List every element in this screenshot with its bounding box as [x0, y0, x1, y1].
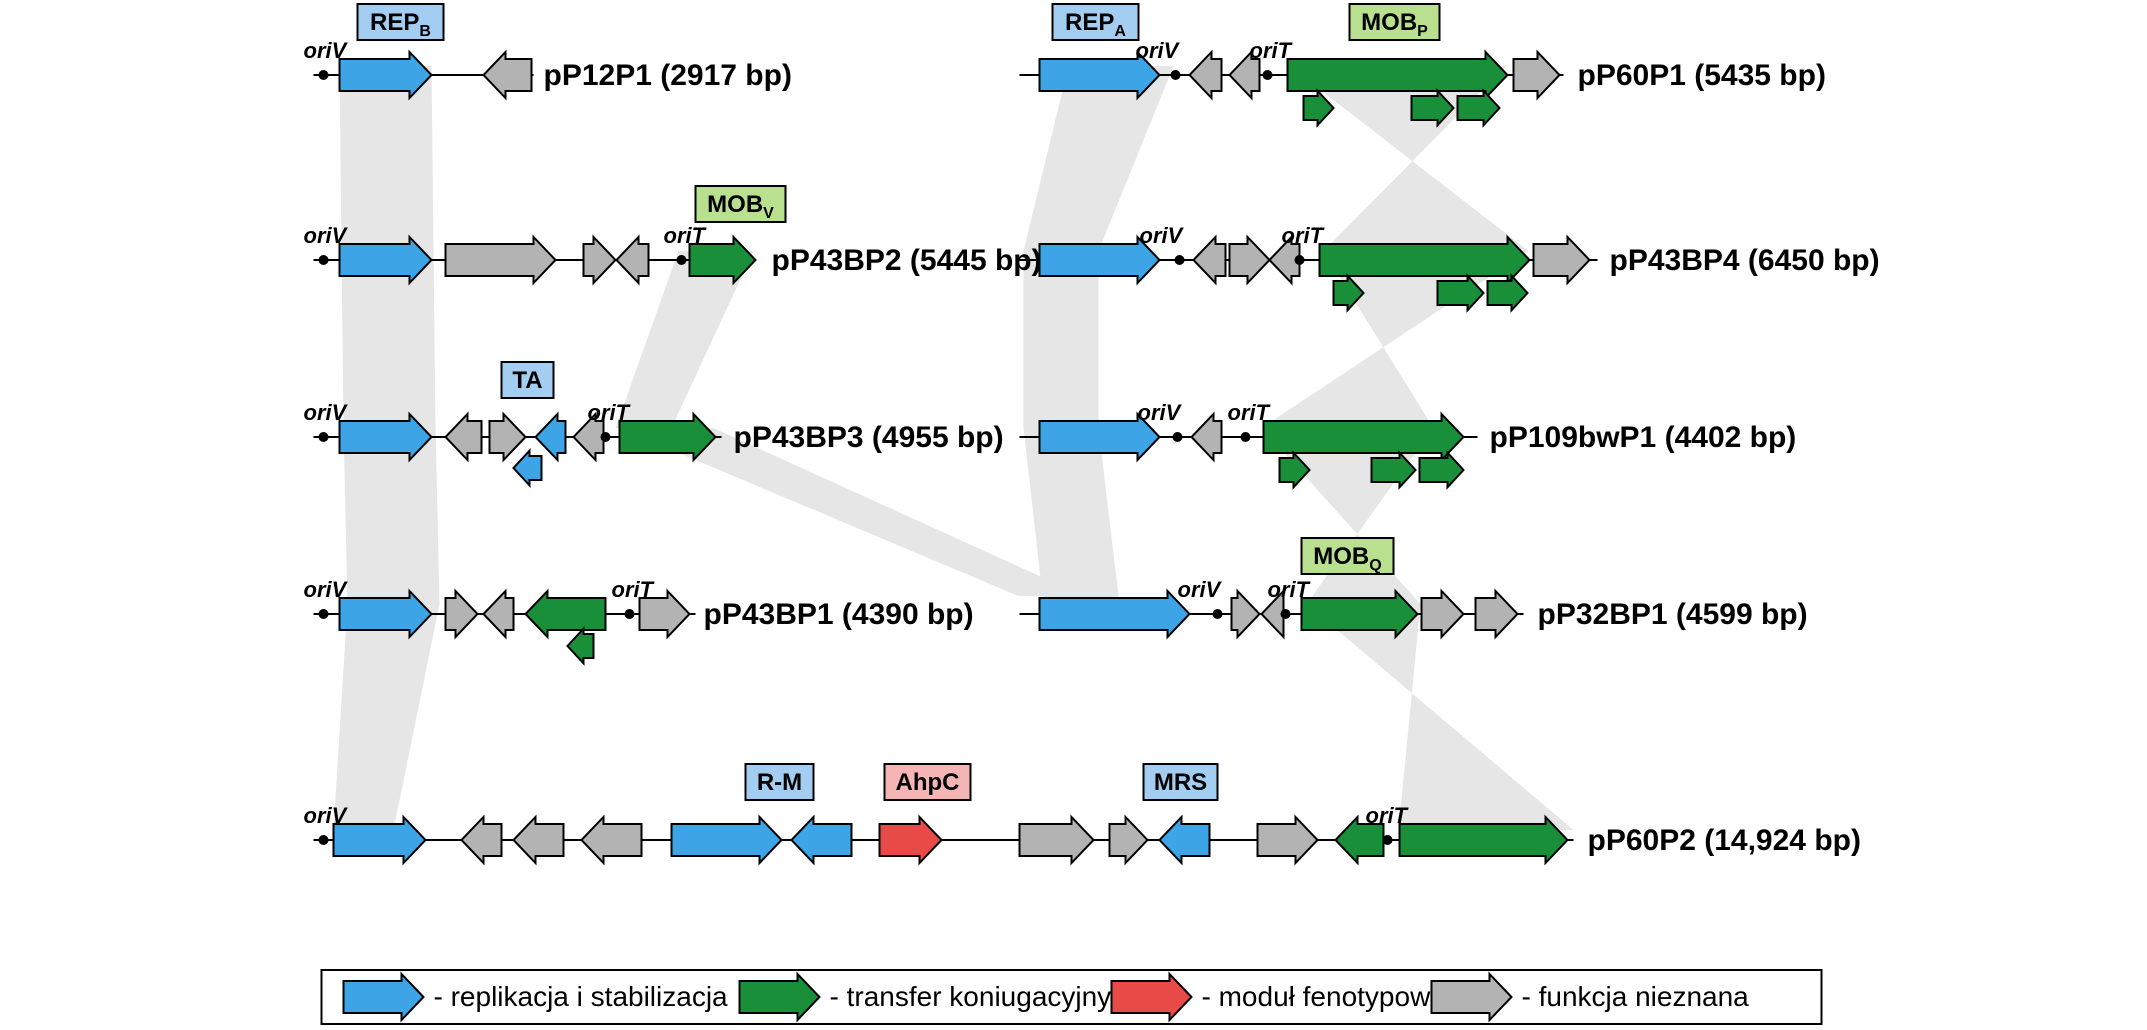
gene-arrow — [617, 237, 649, 283]
module-label-text: TA — [512, 367, 542, 394]
homology-shade — [1024, 251, 1099, 428]
oriv-label: oriV — [304, 400, 349, 425]
module-label-text: R-M — [757, 769, 802, 796]
homology-shade — [1290, 66, 1529, 251]
oriv-dot — [319, 835, 329, 845]
gene-arrow — [484, 52, 532, 98]
homology-shade — [1307, 604, 1574, 830]
oriv-label: oriV — [1178, 577, 1223, 602]
legend-text: - funkcja nieznana — [1522, 981, 1750, 1012]
orit-dot — [1383, 835, 1393, 845]
gene-arrow — [1288, 52, 1508, 98]
legend-text: - replikacja i stabilizacja — [434, 981, 729, 1012]
oriv-label: oriV — [304, 577, 349, 602]
orit-label: oriT — [1228, 400, 1271, 425]
orit-label: oriT — [1366, 803, 1409, 828]
gene-arrow — [672, 817, 782, 863]
plasmid-name: pP43BP3 (4955 bp) — [734, 421, 1004, 454]
gene-arrow — [1400, 817, 1568, 863]
orit-label: oriT — [664, 223, 707, 248]
oriv-dot — [319, 432, 329, 442]
gene-arrow — [1230, 237, 1270, 283]
gene-arrow — [582, 817, 642, 863]
gene-arrow — [462, 817, 502, 863]
plasmid-name: pP43BP1 (4390 bp) — [704, 598, 974, 631]
gene-arrow — [1110, 817, 1148, 863]
gene-arrow-small — [1458, 91, 1500, 126]
plasmid-name: pP43BP2 (5445 bp) — [772, 244, 1042, 277]
orit-dot — [1241, 432, 1251, 442]
gene-arrow — [880, 817, 942, 863]
orit-label: oriT — [1268, 577, 1311, 602]
gene-arrow — [1194, 237, 1226, 283]
oriv-label: oriV — [304, 803, 349, 828]
homology-shade — [334, 604, 440, 830]
gene-arrow — [1476, 591, 1518, 637]
gene-arrow-small — [1420, 453, 1464, 488]
gene-arrow — [446, 591, 478, 637]
gene-arrow — [334, 817, 426, 863]
oriv-label: oriV — [1140, 223, 1185, 248]
plasmid-name: pP32BP1 (4599 bp) — [1538, 598, 1808, 631]
gene-arrow — [1258, 817, 1318, 863]
gene-arrow-small — [568, 629, 594, 664]
legend-text: - transfer koniugacyjny — [830, 981, 1112, 1012]
plasmid-name: pP60P1 (5435 bp) — [1578, 59, 1826, 92]
gene-arrow — [792, 817, 852, 863]
plasmid-name: pP43BP4 (6450 bp) — [1610, 244, 1880, 277]
oriv-dot — [1213, 609, 1223, 619]
gene-arrow-small — [1488, 276, 1528, 311]
gene-arrow — [1302, 591, 1418, 637]
orit-dot — [1263, 70, 1273, 80]
oriv-dot — [319, 70, 329, 80]
gene-arrow — [1190, 52, 1222, 98]
orit-dot — [625, 609, 635, 619]
gene-arrow — [584, 237, 616, 283]
oriv-dot — [1173, 432, 1183, 442]
plasmid-name: pP12P1 (2917 bp) — [544, 59, 792, 92]
orit-dot — [1281, 609, 1291, 619]
gene-arrow — [446, 414, 482, 460]
oriv-dot — [319, 609, 329, 619]
gene-arrow — [526, 591, 606, 637]
plasmid-diagram: oriV pP12P1 (2917 bp) oriV oriT pP43BP2 (544… — [0, 0, 2147, 1030]
oriv-label: oriV — [304, 38, 349, 63]
gene-arrow — [536, 414, 566, 460]
plasmid-name: pP60P2 (14,924 bp) — [1588, 824, 1861, 857]
oriv-label: oriV — [1136, 38, 1181, 63]
orit-dot — [601, 432, 611, 442]
orit-label: oriT — [1250, 38, 1293, 63]
homology-shade — [1262, 251, 1529, 428]
plasmid-name: pP109bwP1 (4402 bp) — [1490, 421, 1797, 454]
gene-arrow — [484, 591, 514, 637]
gene-arrow — [1514, 52, 1560, 98]
gene-arrow — [1160, 817, 1210, 863]
module-label-text: AhpC — [896, 769, 960, 796]
orit-dot — [677, 255, 687, 265]
orit-dot — [1295, 255, 1305, 265]
orit-label: oriT — [1282, 223, 1325, 248]
gene-arrow-small — [514, 451, 542, 486]
gene-arrow — [1232, 591, 1260, 637]
oriv-dot — [1175, 255, 1185, 265]
legend-text: - moduł fenotypowy — [1202, 981, 1445, 1012]
gene-arrow — [446, 237, 556, 283]
gene-arrow — [1192, 414, 1222, 460]
gene-arrow — [1320, 237, 1530, 283]
gene-arrow — [1422, 591, 1464, 637]
gene-arrow — [490, 414, 526, 460]
orit-label: oriT — [588, 400, 631, 425]
oriv-dot — [319, 255, 329, 265]
gene-arrow — [620, 414, 716, 460]
oriv-label: oriV — [1138, 400, 1183, 425]
oriv-label: oriV — [304, 223, 349, 248]
orit-label: oriT — [612, 577, 655, 602]
gene-arrow — [1020, 817, 1094, 863]
module-label-text: MRS — [1154, 769, 1207, 796]
gene-arrow — [1534, 237, 1590, 283]
oriv-dot — [1171, 70, 1181, 80]
homology-shade — [340, 66, 434, 250]
gene-arrow — [514, 817, 564, 863]
gene-arrow — [1040, 591, 1190, 637]
